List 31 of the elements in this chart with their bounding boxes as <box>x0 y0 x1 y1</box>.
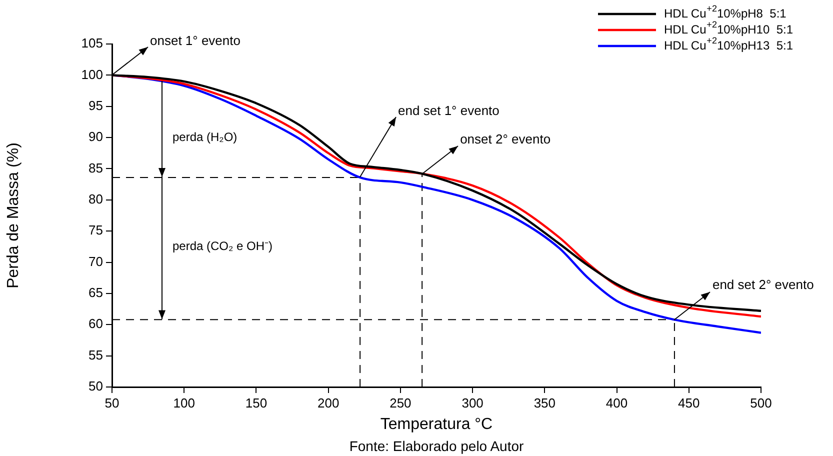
x-tick-label: 350 <box>534 395 556 410</box>
annotation: perda (CO₂ e OH⁻) <box>172 238 273 253</box>
x-tick-label: 50 <box>104 395 120 410</box>
y-tick-label: 105 <box>81 36 103 51</box>
y-tick-label: 80 <box>88 191 103 206</box>
y-tick-label: 70 <box>88 254 103 269</box>
x-tick-label: 200 <box>317 395 340 410</box>
x-tick-label: 450 <box>678 395 700 410</box>
x-tick-label: 250 <box>390 395 412 410</box>
y-tick-label: 55 <box>88 347 103 362</box>
annotation: end set 2° evento <box>712 277 814 292</box>
y-tick-label: 75 <box>88 222 103 238</box>
x-tick-label: 100 <box>173 395 195 410</box>
x-axis-title: Temperatura °C <box>380 416 493 433</box>
y-axis-title: Perda de Massa (%) <box>5 142 22 288</box>
x-tick-label: 400 <box>606 395 628 410</box>
y-tick-label: 65 <box>88 285 103 300</box>
y-tick-label: 85 <box>88 160 103 176</box>
y-tick-label: 95 <box>88 98 103 113</box>
y-tick-label: 60 <box>88 316 103 332</box>
source-note: Fonte: Elaborado pelo Autor <box>349 438 524 454</box>
y-tick-label: 50 <box>88 378 103 394</box>
x-tick-label: 150 <box>245 395 268 410</box>
x-tick-label: 300 <box>462 395 484 410</box>
y-tick-label: 90 <box>88 129 103 144</box>
annotation: end set 1° evento <box>398 103 500 118</box>
x-tick-label: 500 <box>750 395 772 410</box>
annotation: onset 2° evento <box>460 131 551 146</box>
annotation: perda (H₂O) <box>172 130 238 144</box>
annotation: onset 1° evento <box>150 32 240 48</box>
y-tick-label: 100 <box>81 66 103 82</box>
